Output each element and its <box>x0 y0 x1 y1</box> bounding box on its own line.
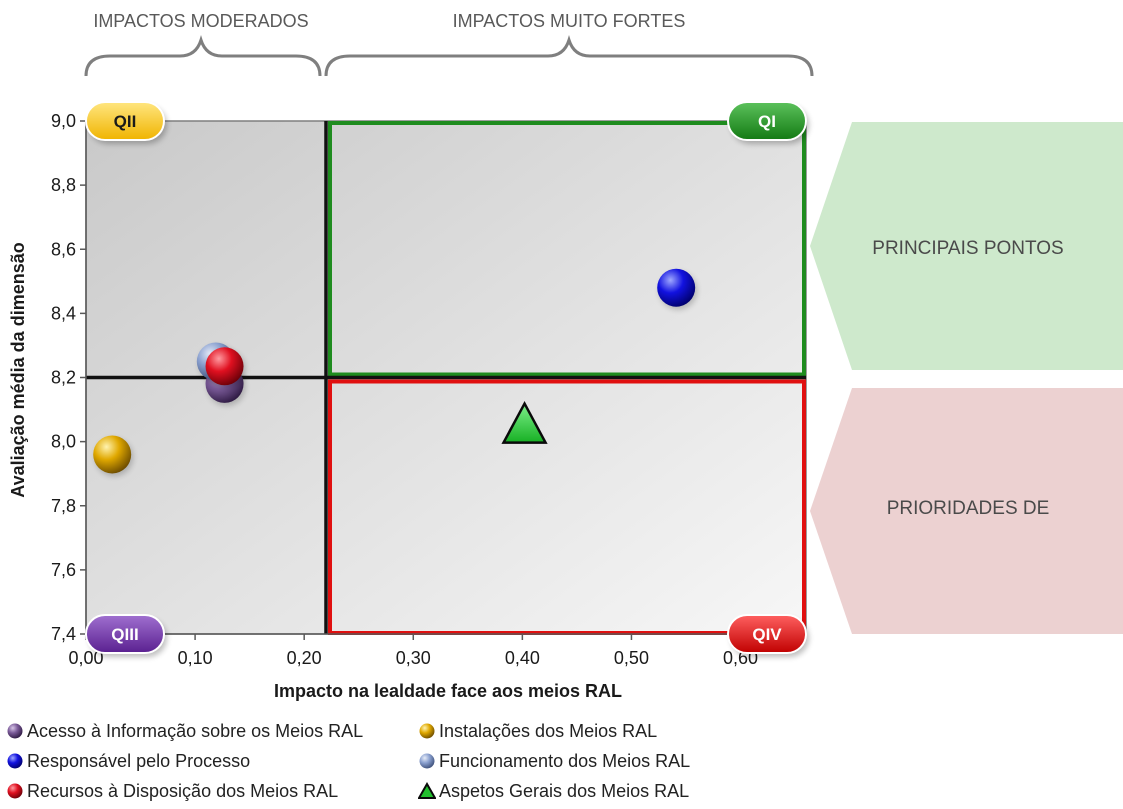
x-tick-label: 0,50 <box>614 648 649 668</box>
y-tick-label: 7,8 <box>51 496 76 516</box>
legend-item: Instalações dos Meios RAL <box>418 718 778 744</box>
legend-sphere-icon <box>418 722 436 740</box>
arrow-main-strengths <box>810 122 1123 370</box>
legend-item: Recursos à Disposição dos Meios RAL <box>6 778 418 804</box>
y-tick-label: 9,0 <box>51 111 76 131</box>
x-tick-label: 0,40 <box>505 648 540 668</box>
quadrant-iii-badge <box>85 614 165 654</box>
y-tick-label: 8,4 <box>51 303 76 323</box>
quadrant-iv-badge-label: QIV <box>752 625 782 644</box>
point-aspetos-gerais-dos-meios-ral <box>501 400 548 444</box>
legend-item: Responsável pelo Processo <box>6 748 418 774</box>
legend-item: Funcionamento dos Meios RAL <box>418 748 778 774</box>
chart-legend: Acesso à Informação sobre os Meios RAL In… <box>6 718 806 804</box>
brace-label-very-strong: IMPACTOS MUITO FORTES <box>453 11 686 31</box>
quadrant-i-badge-label: QI <box>758 112 776 131</box>
point-recursos-a-disposicao-dos-meios-ral <box>205 347 244 386</box>
point-responsavel-pelo-processo <box>657 268 696 307</box>
brace-very-strong-impacts <box>324 34 814 77</box>
legend-item-label: Instalações dos Meios RAL <box>439 720 658 741</box>
point-instalacoes-dos-meios-ral <box>93 435 132 474</box>
x-tick-label: 0,30 <box>396 648 431 668</box>
brace-label-moderate: IMPACTOS MODERADOS <box>93 11 308 31</box>
quadrant-ii-badge-label: QII <box>114 112 137 131</box>
legend-sphere-icon <box>6 752 24 770</box>
arrow-priorities <box>810 388 1123 634</box>
y-tick-label: 7,6 <box>51 560 76 580</box>
quadrant-i-badge <box>727 101 807 141</box>
y-tick-label: 8,8 <box>51 175 76 195</box>
legend-item-label: Responsável pelo Processo <box>27 750 251 771</box>
legend-item-label: Aspetos Gerais dos Meios RAL <box>439 780 690 801</box>
arrow-main-strengths-label: PRINCIPAIS PONTOS <box>872 238 1063 259</box>
plot-area: 7,4 7,6 7,8 8,0 8,2 8,4 8,6 8,8 9,0 0,00 0,10 0,20 0… <box>51 101 809 668</box>
quadrant-i-box <box>328 121 806 377</box>
quadrant-ii-badge <box>85 101 165 141</box>
y-tick-label: 8,2 <box>51 368 76 388</box>
legend-sphere-icon <box>418 752 436 770</box>
legend-item-label: Acesso à Informação sobre os Meios RAL <box>27 720 364 741</box>
legend-item: Aspetos Gerais dos Meios RAL <box>418 778 778 804</box>
brace-moderate-impacts <box>84 34 322 77</box>
x-tick-label: 0,20 <box>287 648 322 668</box>
legend-triangle-icon <box>418 782 436 800</box>
quadrant-iv-badge <box>727 614 807 654</box>
arrow-priorities-label: PRIORIDADES DE <box>887 498 1050 519</box>
quadrant-iv-box <box>328 379 806 635</box>
quadrant-iii-badge-label: QIII <box>111 625 138 644</box>
x-tick-label: 0,10 <box>178 648 213 668</box>
legend-item-label: Funcionamento dos Meios RAL <box>439 750 691 771</box>
x-tick-label: 0,00 <box>68 648 103 668</box>
y-tick-label: 7,4 <box>51 624 76 644</box>
y-axis-label: Avaliação média da dimensão <box>8 242 28 497</box>
x-axis-label: Impacto na lealdade face aos meios RAL <box>274 681 622 701</box>
legend-sphere-icon <box>6 722 24 740</box>
legend-item: Acesso à Informação sobre os Meios RAL <box>6 718 418 744</box>
y-tick-label: 8,6 <box>51 239 76 259</box>
y-tick-label: 8,0 <box>51 432 76 452</box>
legend-item-label: Recursos à Disposição dos Meios RAL <box>27 780 339 801</box>
legend-sphere-icon <box>6 782 24 800</box>
